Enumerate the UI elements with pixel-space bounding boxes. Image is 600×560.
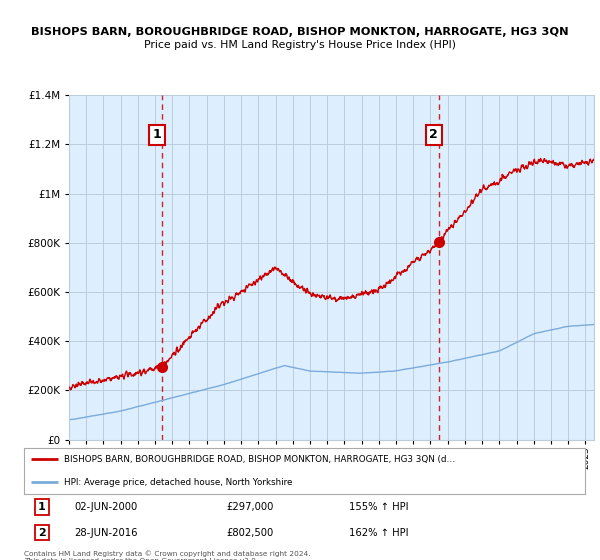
Text: 1: 1 — [38, 502, 46, 512]
Text: Price paid vs. HM Land Registry's House Price Index (HPI): Price paid vs. HM Land Registry's House … — [144, 40, 456, 50]
Text: 162% ↑ HPI: 162% ↑ HPI — [349, 528, 409, 538]
Text: HPI: Average price, detached house, North Yorkshire: HPI: Average price, detached house, Nort… — [64, 478, 293, 487]
Text: 1: 1 — [153, 128, 161, 141]
Text: BISHOPS BARN, BOROUGHBRIDGE ROAD, BISHOP MONKTON, HARROGATE, HG3 3QN (d…: BISHOPS BARN, BOROUGHBRIDGE ROAD, BISHOP… — [64, 455, 455, 464]
Text: Contains HM Land Registry data © Crown copyright and database right 2024.
This d: Contains HM Land Registry data © Crown c… — [24, 550, 311, 560]
Text: BISHOPS BARN, BOROUGHBRIDGE ROAD, BISHOP MONKTON, HARROGATE, HG3 3QN: BISHOPS BARN, BOROUGHBRIDGE ROAD, BISHOP… — [31, 27, 569, 37]
Text: £802,500: £802,500 — [226, 528, 273, 538]
Text: 28-JUN-2016: 28-JUN-2016 — [74, 528, 138, 538]
Text: 02-JUN-2000: 02-JUN-2000 — [74, 502, 138, 512]
Text: £297,000: £297,000 — [226, 502, 274, 512]
Text: 2: 2 — [430, 128, 438, 141]
Text: 2: 2 — [38, 528, 46, 538]
Text: 155% ↑ HPI: 155% ↑ HPI — [349, 502, 409, 512]
